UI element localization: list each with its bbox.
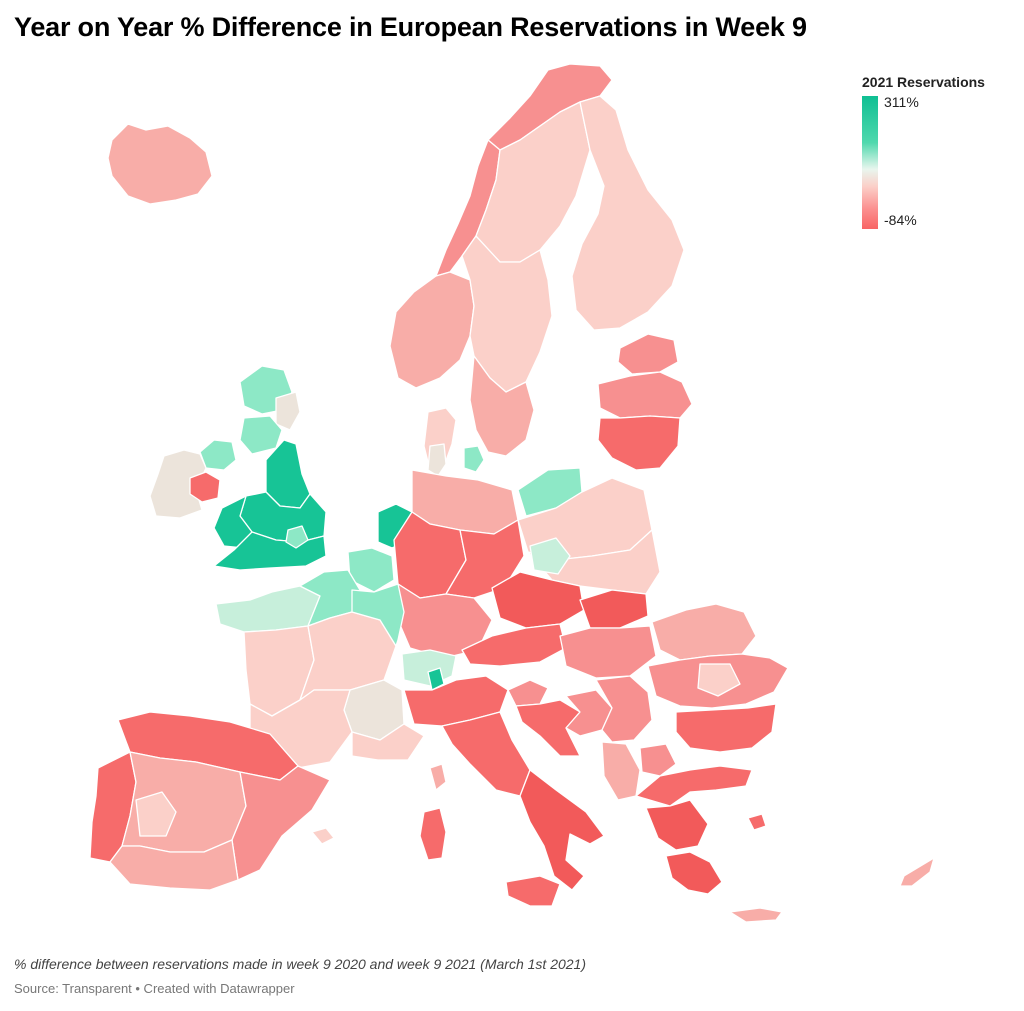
region-lithuania[interactable] xyxy=(597,415,681,471)
region-slovakia[interactable] xyxy=(579,589,649,629)
region-bosnia[interactable] xyxy=(565,689,613,737)
legend-title: 2021 Reservations xyxy=(862,74,985,90)
region-england-london[interactable] xyxy=(285,525,309,549)
region-france-east[interactable] xyxy=(351,583,405,647)
region-france-south[interactable] xyxy=(351,723,425,761)
region-greece-north[interactable] xyxy=(635,765,753,807)
region-switzerland-east[interactable] xyxy=(427,667,445,691)
region-france-nw[interactable] xyxy=(215,585,321,633)
chart-title: Year on Year % Difference in European Re… xyxy=(14,12,807,42)
color-legend: 2021 Reservations 311% -84% xyxy=(862,74,1012,229)
region-ireland[interactable] xyxy=(149,449,207,519)
region-norway-south[interactable] xyxy=(389,271,475,389)
region-greece-south[interactable] xyxy=(665,851,723,895)
region-italy-centre[interactable] xyxy=(441,711,531,797)
region-switzerland[interactable] xyxy=(401,649,457,687)
region-ireland-dublin[interactable] xyxy=(189,471,221,503)
legend-max-label: 311% xyxy=(884,94,919,110)
region-slovenia[interactable] xyxy=(507,679,549,707)
region-bulgaria[interactable] xyxy=(675,703,777,753)
region-england-south[interactable] xyxy=(213,531,327,571)
region-estonia[interactable] xyxy=(617,333,679,375)
region-serbia[interactable] xyxy=(595,675,653,743)
region-germany-south[interactable] xyxy=(397,583,493,659)
region-poland-mid-green[interactable] xyxy=(529,537,571,575)
legend-min-label: -84% xyxy=(884,212,917,228)
region-corsica[interactable] xyxy=(429,763,447,791)
region-denmark-north[interactable] xyxy=(427,443,447,477)
region-italy-south[interactable] xyxy=(519,769,605,891)
region-iceland[interactable] xyxy=(107,123,213,205)
region-hungary[interactable] xyxy=(559,625,657,679)
region-latvia[interactable] xyxy=(597,371,693,419)
region-greece-centre[interactable] xyxy=(645,799,709,851)
region-aegean-islands[interactable] xyxy=(747,813,767,831)
region-balearic-islands[interactable] xyxy=(311,827,335,845)
region-spain-south[interactable] xyxy=(109,839,239,891)
region-spain-madrid[interactable] xyxy=(135,791,177,837)
region-crete[interactable] xyxy=(729,907,783,923)
region-denmark-zealand[interactable] xyxy=(463,445,485,473)
source-credit: Source: Transparent • Created with Dataw… xyxy=(14,981,295,996)
region-croatia[interactable] xyxy=(515,699,581,757)
region-finland[interactable] xyxy=(571,95,685,331)
region-montenegro-albania[interactable] xyxy=(601,741,641,801)
region-scotland-east[interactable] xyxy=(275,391,301,431)
region-italy-north[interactable] xyxy=(403,675,509,727)
legend-gradient-bar xyxy=(862,96,878,229)
region-spain-east[interactable] xyxy=(231,765,331,881)
region-north-macedonia[interactable] xyxy=(639,743,677,777)
chart-description: % difference between reservations made i… xyxy=(14,956,587,972)
region-cyprus[interactable] xyxy=(899,857,935,887)
region-sardinia[interactable] xyxy=(419,807,447,861)
region-sweden-south[interactable] xyxy=(469,355,535,457)
region-sicily[interactable] xyxy=(505,875,561,907)
region-romania-north[interactable] xyxy=(651,603,757,661)
region-romania-centre[interactable] xyxy=(697,663,741,697)
